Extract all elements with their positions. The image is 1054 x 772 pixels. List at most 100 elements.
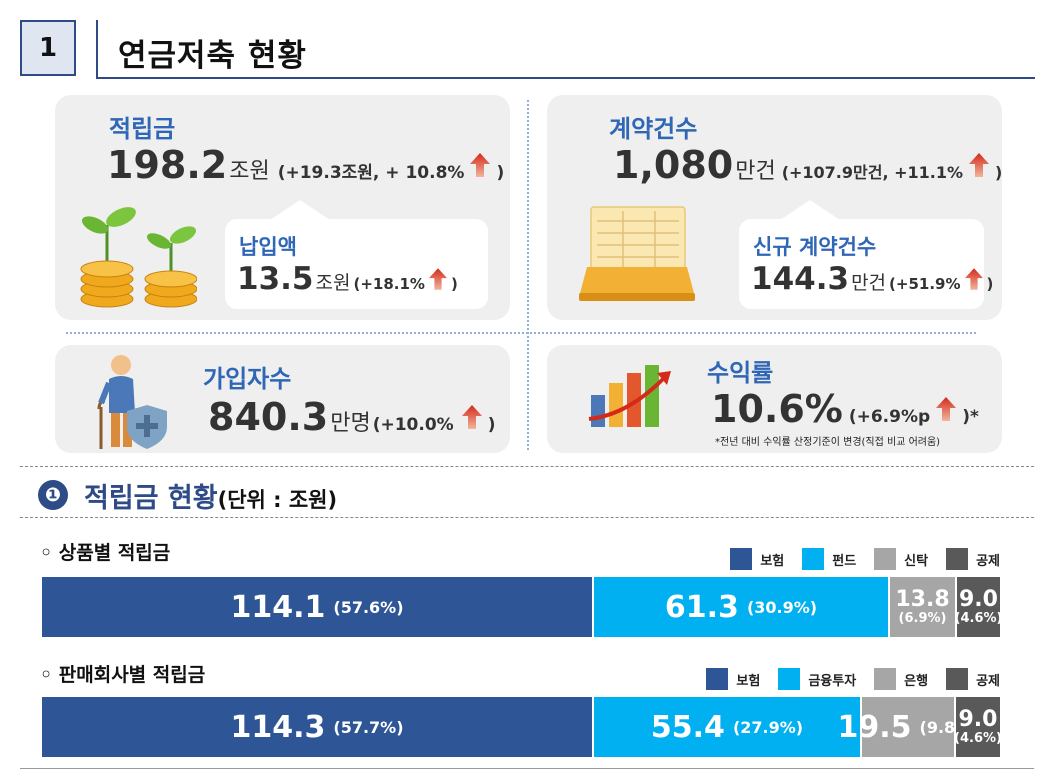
bar-segment: 9.0 (4.6%)	[955, 577, 1002, 637]
contracts-label: 계약건수	[609, 115, 698, 143]
up-arrow-icon	[965, 267, 983, 291]
subscribers-value: 840.3	[208, 395, 329, 439]
legend-label: 공제	[976, 553, 1000, 569]
legend-swatch	[730, 548, 753, 570]
legend-item: 보험	[706, 667, 760, 691]
contracts-unit: 만건	[735, 159, 776, 184]
contracts-change-close: )	[995, 163, 1003, 182]
new-contracts-value: 144.3	[751, 261, 850, 297]
yield-value-row: 10.6% (+6.9%p )*	[711, 387, 979, 431]
bar-segment: 114.3 (57.7%)	[42, 697, 592, 757]
subscribers-change-close: )	[487, 415, 496, 435]
legend-swatch	[778, 668, 801, 690]
bar-segment: 61.3 (30.9%)	[594, 577, 888, 637]
legend-swatch	[706, 668, 729, 690]
legend-swatch	[802, 548, 825, 570]
section-number: 1	[38, 33, 58, 63]
payment-value: 13.5	[237, 261, 314, 297]
page-title: 연금저축 현황	[118, 38, 307, 74]
yield-change-close: )*	[962, 407, 979, 427]
yield-label: 수익률	[707, 359, 774, 387]
legend-label: 펀드	[832, 553, 857, 569]
new-contracts-value-row: 144.3 만건 (+51.9% )	[751, 261, 993, 297]
section-top-divider	[20, 466, 1034, 467]
data-label-value: 19.5	[837, 709, 912, 745]
section-number-box: 1	[20, 20, 76, 76]
callout-pointer	[780, 200, 840, 220]
reserve-value-row: 198.2 조원 (+19.3조원, + 10.8% )	[107, 143, 504, 187]
up-arrow-icon	[969, 152, 989, 178]
payment-unit: 조원	[315, 272, 351, 294]
legend-label: 금융투자	[808, 673, 857, 689]
data-label-value: 61.3	[664, 589, 739, 625]
subscribers-card: 가입자수 840.3 만명 (+10.0% )	[55, 345, 510, 453]
chart2-bar: 114.3 (57.7%) 55.4 (27.9%) 19.5 (9.8%) 9.0 (4.6…	[42, 697, 1002, 757]
reserve-change-close: )	[496, 163, 505, 183]
contracts-card: 계약건수 1,080 만건 (+107.9만건, +11.1% ) 신규 계약건…	[547, 95, 1002, 320]
legend-item: 은행	[874, 667, 928, 691]
contracts-value-row: 1,080 만건 (+107.9만건, +11.1% )	[613, 143, 1002, 187]
section-title: 적립금 현황(단위 : 조원)	[84, 476, 337, 515]
payment-change-close: )	[450, 275, 458, 293]
reserve-unit: 조원	[229, 159, 270, 184]
chart1-title: ◦ 상품별 적립금	[40, 542, 171, 564]
legend-label: 은행	[904, 673, 929, 689]
reserve-card: 적립금 198.2 조원 (+19.3조원, + 10.8% ) 납입액 13.…	[55, 95, 510, 320]
new-contracts-change: (+51.9%	[889, 275, 961, 293]
payment-change: (+18.1%	[353, 275, 425, 293]
data-label-value: 114.1	[230, 589, 326, 625]
section-unit-note: (단위 : 조원)	[217, 488, 338, 512]
data-label-share: (4.6%)	[954, 730, 1002, 746]
yield-note: *전년 대비 수익률 산정기준이 변경(직접 비교 어려움)	[715, 437, 941, 448]
up-arrow-icon	[470, 152, 490, 178]
card-divider-vertical	[527, 100, 529, 450]
reserve-label: 적립금	[109, 115, 176, 143]
payment-callout: 납입액 13.5 조원 (+18.1% )	[225, 219, 488, 309]
chart1-bar: 114.1 (57.6%) 61.3 (30.9%) 13.8 (6.9%) 9.0 (4.6…	[42, 577, 1002, 637]
legend-item: 보험	[730, 547, 784, 571]
yield-change: (+6.9%p	[848, 407, 931, 427]
bar-segment: 9.0 (4.6%)	[954, 697, 1002, 757]
header-divider	[96, 20, 98, 78]
data-label-share: (57.6%)	[333, 597, 404, 617]
up-arrow-icon	[936, 396, 956, 422]
payment-label: 납입액	[239, 235, 297, 259]
reserve-change: (+19.3조원, + 10.8%	[277, 163, 465, 183]
legend-item: 신탁	[874, 547, 928, 571]
legend-swatch	[874, 668, 897, 690]
header-underline	[96, 77, 1035, 79]
bar-segment: 55.4 (27.9%)	[594, 697, 860, 757]
legend-label: 보험	[760, 553, 785, 569]
legend-item: 공제	[946, 547, 1000, 571]
legend-label: 신탁	[904, 553, 929, 569]
section-bullet: ❶	[38, 480, 68, 510]
up-arrow-icon	[462, 404, 482, 430]
legend-label: 공제	[976, 673, 1000, 689]
card-divider-horizontal	[66, 332, 976, 334]
subscribers-unit: 만명	[330, 411, 371, 436]
subscribers-label: 가입자수	[203, 365, 292, 393]
contracts-value: 1,080	[613, 143, 734, 187]
subscribers-change: (+10.0%	[372, 415, 454, 435]
chart1-legend: 보험 펀드 신탁 공제	[610, 547, 1000, 571]
yield-value: 10.6%	[711, 387, 843, 431]
legend-label: 보험	[736, 673, 761, 689]
chart2-title: ◦ 판매회사별 적립금	[40, 664, 206, 686]
bottom-divider	[20, 768, 1034, 769]
elderly-person-icon	[97, 355, 167, 449]
ledger-icon	[579, 206, 695, 301]
growth-chart-icon	[588, 365, 671, 427]
legend-item: 펀드	[802, 547, 856, 571]
legend-item: 공제	[946, 667, 1000, 691]
bar-segment: 19.5 (9.8%)	[837, 697, 979, 757]
coin-sprout-icon	[80, 207, 197, 308]
data-label-value: 114.3	[230, 709, 326, 745]
bar-segment: 114.1 (57.6%)	[42, 577, 592, 637]
section-title-text: 적립금 현황	[84, 483, 218, 514]
data-label-share: (27.9%)	[732, 717, 804, 737]
callout-pointer	[270, 200, 330, 220]
legend-item: 금융투자	[778, 667, 856, 691]
data-label-value: 13.8	[895, 586, 950, 612]
legend-swatch	[874, 548, 897, 570]
subscribers-value-row: 840.3 만명 (+10.0% )	[208, 395, 495, 439]
